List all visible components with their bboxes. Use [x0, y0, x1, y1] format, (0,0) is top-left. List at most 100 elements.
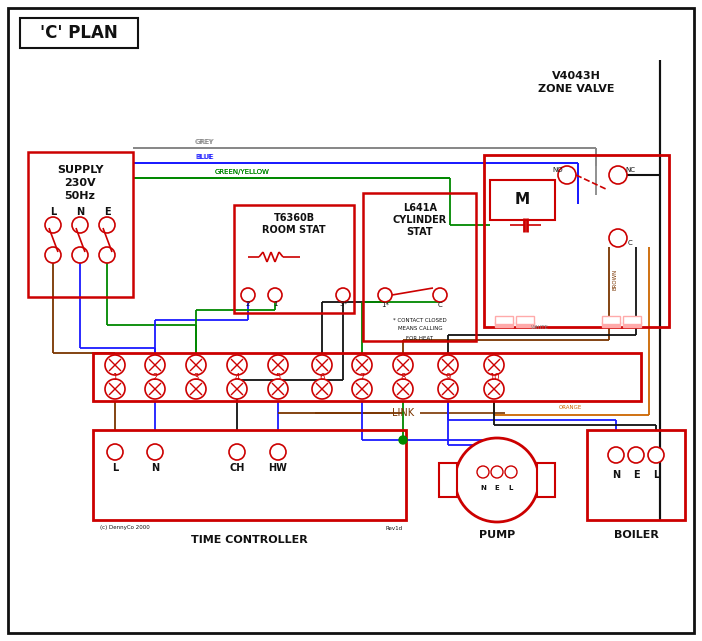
- Text: L: L: [50, 207, 56, 217]
- Bar: [363, 193, 476, 341]
- Text: N: N: [612, 470, 620, 480]
- Circle shape: [609, 166, 627, 184]
- Text: 'C' PLAN: 'C' PLAN: [40, 24, 118, 42]
- Text: GREEN/YELLOW: GREEN/YELLOW: [215, 169, 270, 175]
- Circle shape: [186, 355, 206, 375]
- Circle shape: [438, 355, 458, 375]
- Text: ZONE VALVE: ZONE VALVE: [538, 84, 614, 94]
- Text: WHITE: WHITE: [531, 325, 549, 330]
- Circle shape: [352, 379, 372, 399]
- Text: BLUE: BLUE: [195, 154, 213, 160]
- Circle shape: [270, 444, 286, 460]
- Bar: [495, 316, 513, 324]
- Text: 10: 10: [489, 372, 499, 381]
- Circle shape: [558, 166, 576, 184]
- Text: SUPPLY: SUPPLY: [57, 165, 103, 175]
- Text: 1*: 1*: [381, 302, 389, 308]
- Circle shape: [484, 355, 504, 375]
- Text: Rev1d: Rev1d: [385, 526, 402, 531]
- Circle shape: [628, 447, 644, 463]
- Bar: [537, 463, 555, 497]
- Circle shape: [268, 355, 288, 375]
- Bar: [602, 316, 620, 324]
- Text: BROWN: BROWN: [613, 269, 618, 290]
- Bar: [516, 322, 534, 327]
- Bar: [20, 18, 138, 48]
- Text: 1: 1: [273, 301, 277, 307]
- Circle shape: [505, 466, 517, 478]
- Text: 7: 7: [359, 372, 364, 381]
- Circle shape: [227, 379, 247, 399]
- Bar: [439, 463, 457, 497]
- Text: 9: 9: [445, 372, 451, 381]
- Circle shape: [609, 229, 627, 247]
- Bar: [234, 205, 354, 313]
- Circle shape: [433, 288, 447, 302]
- Text: N: N: [76, 207, 84, 217]
- Text: ORANGE: ORANGE: [558, 405, 582, 410]
- Text: CYLINDER: CYLINDER: [393, 215, 447, 225]
- Text: 8: 8: [400, 372, 406, 381]
- Bar: [28, 152, 133, 297]
- Text: 230V: 230V: [64, 178, 95, 188]
- Circle shape: [438, 379, 458, 399]
- Text: L: L: [509, 485, 513, 491]
- Circle shape: [241, 288, 255, 302]
- Text: M: M: [515, 192, 529, 208]
- Text: LINK: LINK: [392, 408, 414, 418]
- Text: NO: NO: [552, 167, 563, 173]
- Circle shape: [477, 466, 489, 478]
- Text: GREEN/YELLOW: GREEN/YELLOW: [215, 169, 270, 175]
- Text: E: E: [495, 485, 499, 491]
- Circle shape: [393, 379, 413, 399]
- Text: L: L: [653, 470, 659, 480]
- Circle shape: [312, 355, 332, 375]
- Text: 6: 6: [319, 372, 325, 381]
- Circle shape: [455, 438, 539, 522]
- Text: MEANS CALLING: MEANS CALLING: [398, 326, 442, 331]
- Text: STAT: STAT: [406, 227, 433, 237]
- Circle shape: [227, 355, 247, 375]
- Circle shape: [105, 379, 125, 399]
- Bar: [93, 430, 406, 520]
- Circle shape: [45, 247, 61, 263]
- Circle shape: [45, 217, 61, 233]
- Circle shape: [145, 379, 165, 399]
- Text: PUMP: PUMP: [479, 530, 515, 540]
- Circle shape: [399, 436, 407, 444]
- Bar: [490, 180, 555, 220]
- Circle shape: [268, 379, 288, 399]
- Text: GREY: GREY: [195, 139, 213, 145]
- Bar: [93, 353, 641, 401]
- Bar: [587, 430, 685, 520]
- Circle shape: [268, 288, 282, 302]
- Circle shape: [378, 288, 392, 302]
- Text: (c) DennyCo 2000: (c) DennyCo 2000: [100, 526, 150, 531]
- Circle shape: [145, 355, 165, 375]
- Text: GREY: GREY: [196, 139, 215, 145]
- Text: HW: HW: [269, 463, 287, 473]
- Bar: [623, 322, 641, 327]
- Text: * CONTACT CLOSED: * CONTACT CLOSED: [393, 317, 447, 322]
- Circle shape: [336, 288, 350, 302]
- Circle shape: [352, 355, 372, 375]
- Text: 50Hz: 50Hz: [65, 191, 95, 201]
- Text: CH: CH: [230, 463, 245, 473]
- Circle shape: [648, 447, 664, 463]
- Circle shape: [491, 466, 503, 478]
- Bar: [516, 316, 534, 324]
- Circle shape: [107, 444, 123, 460]
- Text: BLUE: BLUE: [196, 154, 213, 160]
- Circle shape: [99, 217, 115, 233]
- Circle shape: [229, 444, 245, 460]
- Text: N: N: [480, 485, 486, 491]
- Text: C: C: [628, 240, 633, 246]
- Text: L: L: [112, 463, 118, 473]
- Circle shape: [484, 379, 504, 399]
- Text: E: E: [633, 470, 640, 480]
- Text: 2: 2: [152, 372, 158, 381]
- Text: NC: NC: [625, 167, 635, 173]
- Circle shape: [393, 355, 413, 375]
- Circle shape: [72, 247, 88, 263]
- Text: ROOM STAT: ROOM STAT: [262, 225, 326, 235]
